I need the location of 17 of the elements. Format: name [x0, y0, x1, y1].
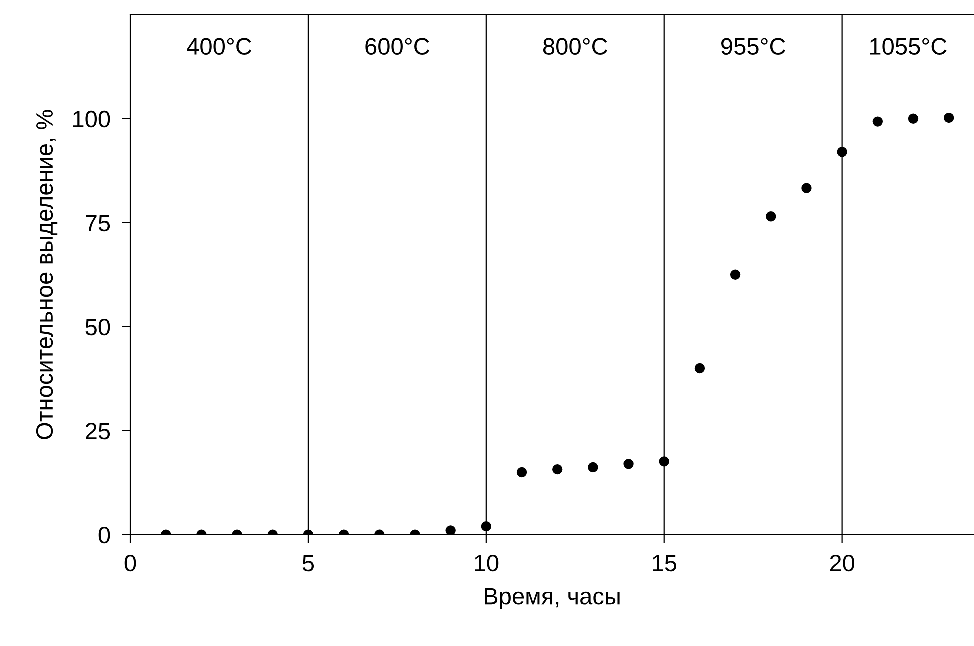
y-tick-label: 25: [86, 422, 110, 440]
annotation: 955°C: [722, 38, 786, 55]
annotation: 600°C: [366, 38, 430, 55]
y-tick-label: 75: [86, 215, 110, 232]
x-tick-label: 5: [302, 555, 314, 572]
x-axis-title: Время, часы: [485, 588, 620, 610]
y-tick-label: 100: [73, 110, 110, 128]
y-tick-label: 50: [86, 318, 110, 336]
annotation: 800°C: [543, 38, 608, 55]
annotation: 400°C: [187, 38, 252, 55]
x-tick-label: 20: [830, 554, 855, 572]
y-tick-label: 0: [98, 526, 110, 544]
x-tick-label: 15: [653, 555, 677, 572]
y-axis-title: Относительное выделение, %: [36, 110, 58, 440]
x-tick-label: 0: [124, 554, 136, 572]
annotation: 1055°C: [870, 38, 947, 55]
x-tick-label: 10: [475, 554, 499, 572]
